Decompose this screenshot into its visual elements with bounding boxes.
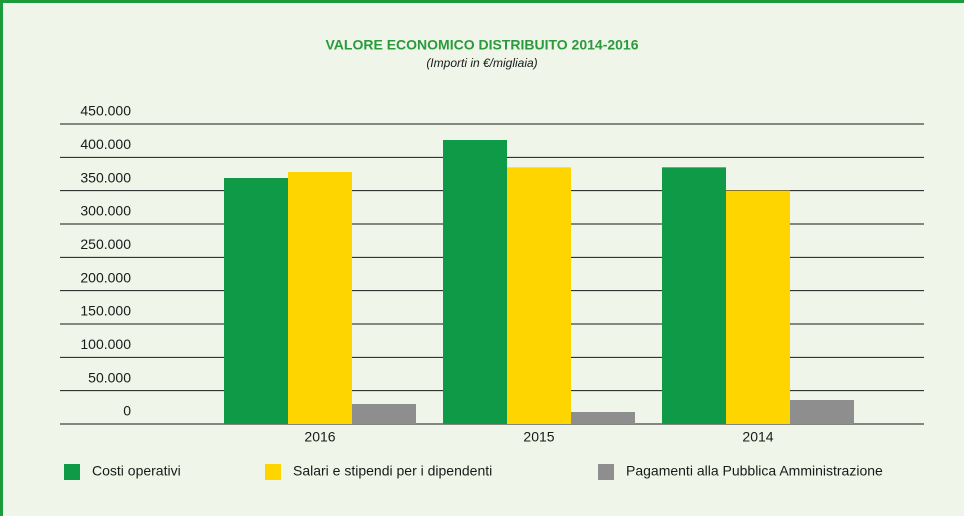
y-tick-label: 450.000	[80, 103, 131, 119]
chart-subtitle: (Importi in €/migliaia)	[426, 56, 537, 70]
bar	[288, 172, 352, 424]
x-tick-label: 2016	[304, 429, 335, 445]
bar	[662, 167, 726, 425]
chart-title: VALORE ECONOMICO DISTRIBUITO 2014-2016	[326, 37, 639, 53]
bar	[790, 400, 854, 424]
y-tick-label: 50.000	[88, 369, 131, 385]
y-tick-label: 200.000	[80, 269, 131, 285]
legend-label: Pagamenti alla Pubblica Amministrazione	[626, 463, 883, 479]
y-tick-label: 350.000	[80, 169, 131, 185]
bar	[352, 404, 416, 424]
legend-swatch	[265, 464, 281, 480]
x-tick-label: 2015	[523, 429, 554, 445]
bar	[507, 167, 571, 425]
bar	[443, 140, 507, 424]
legend-label: Salari e stipendi per i dipendenti	[293, 463, 492, 479]
legend-swatch	[64, 464, 80, 480]
bar	[571, 412, 635, 424]
y-tick-label: 300.000	[80, 203, 131, 219]
x-tick-label: 2014	[742, 429, 773, 445]
y-tick-label: 150.000	[80, 303, 131, 319]
y-tick-label: 400.000	[80, 136, 131, 152]
legend-swatch	[598, 464, 614, 480]
y-tick-label: 100.000	[80, 336, 131, 352]
legend-label: Costi operativi	[92, 463, 181, 479]
y-tick-label: 250.000	[80, 236, 131, 252]
bar	[224, 178, 288, 424]
y-tick-label: 0	[123, 403, 131, 419]
bar	[726, 190, 790, 424]
